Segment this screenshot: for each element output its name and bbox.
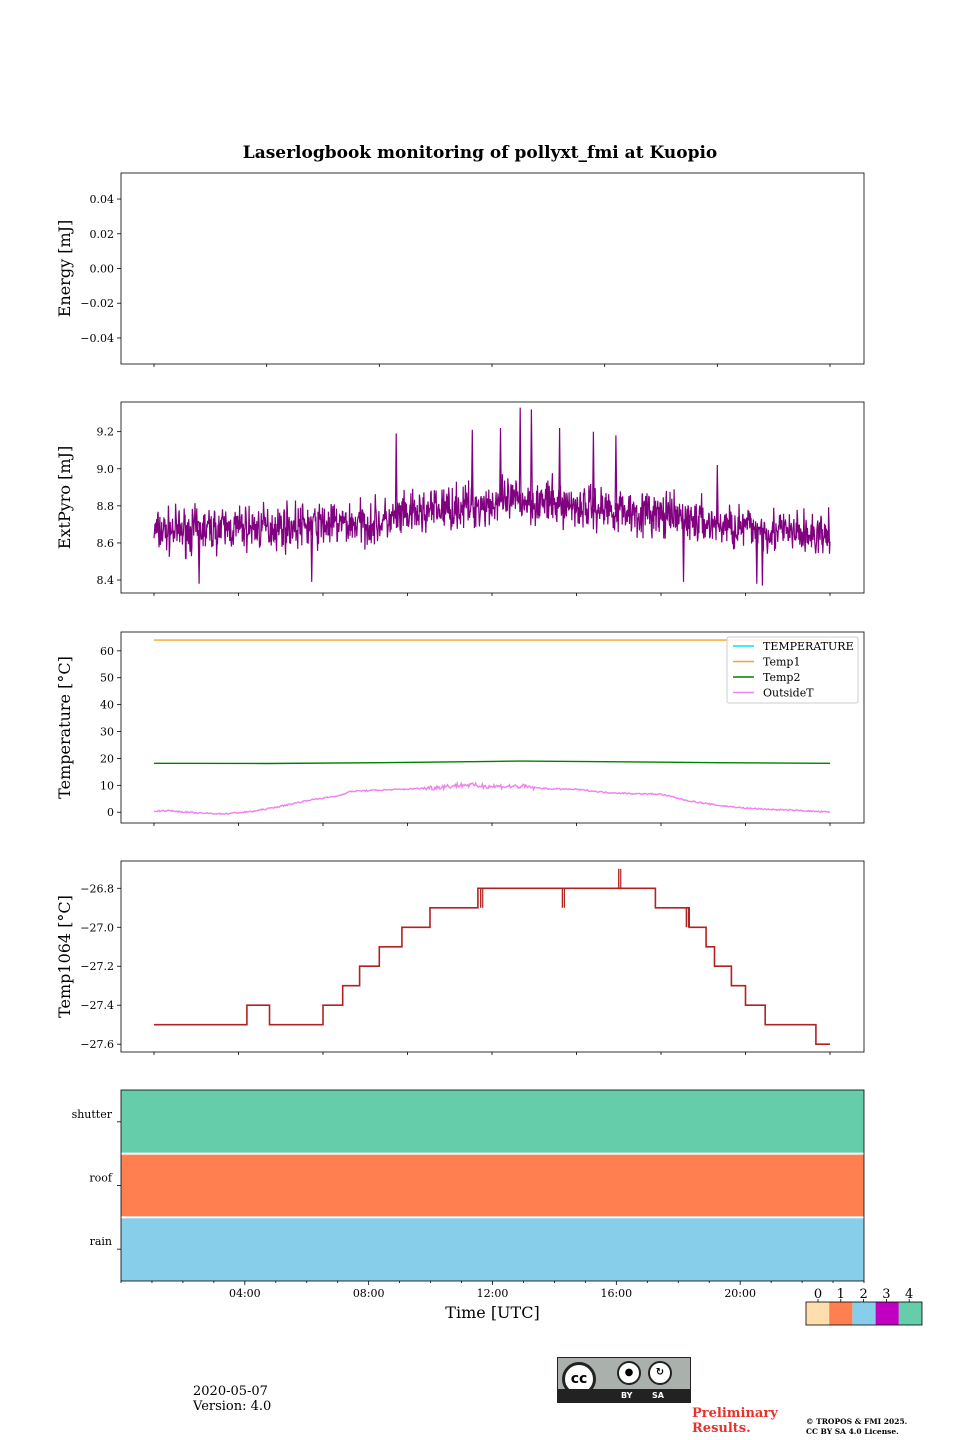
cc-by-label: BY [621,1391,633,1400]
preliminary-label-line2: Results. [692,1421,751,1436]
temp1064-ylabel: Temp1064 [°C] [55,895,74,1018]
temperature-ytick-label: 10 [100,779,114,792]
status-row-label-shutter: shutter [72,1108,113,1121]
status-row-label-rain: rain [90,1235,112,1248]
energy-ytick-label: 0.02 [90,228,115,241]
colorbar-swatch-3 [875,1302,899,1325]
temp1064-ytick-label: −27.4 [80,999,114,1012]
temp1064-ytick-label: −26.8 [80,882,114,895]
footer-version: Version: 4.0 [193,1399,272,1414]
colorbar-swatch-2 [852,1302,876,1325]
cc-sa-icon: ↻ [648,1361,672,1385]
temperature-ytick-label: 40 [100,699,114,712]
colorbar-swatch-0 [806,1302,830,1325]
colorbar-label-2: 2 [859,1287,867,1302]
colorbar-swatch-4 [898,1302,922,1325]
status-row-label-roof: roof [89,1172,113,1185]
cc-by-icon: ● [617,1361,641,1385]
temp1064-ytick-label: −27.0 [80,921,114,934]
cc-sa-label: SA [652,1391,664,1400]
x-axis-label: Time [UTC] [445,1303,539,1322]
panel-temp1064: −26.8 −27.0 −27.2 −27.4 −27.6 Temp1064 [°C] [55,860,865,1055]
extpyro-ylabel: ExtPyro [mJ] [55,446,74,549]
extpyro-ytick-label: 9.2 [97,426,115,439]
legend-label-temperature: TEMPERATURE [763,640,854,653]
temp1064-ytick-label: −27.2 [80,960,114,973]
panel-status: shutter roof rain 04:00 08:00 12:00 16:00 20:00… [72,1089,923,1326]
legend-label-temp2: Temp2 [763,671,800,684]
status-band-shutter [121,1090,864,1153]
temperature-ytick-label: 0 [107,806,114,819]
temperature-ytick-label: 60 [100,645,114,658]
status-xtick-label: 12:00 [477,1287,509,1300]
series-temp1064 [154,887,830,1045]
colorbar-swatch-1 [829,1302,853,1325]
temperature-ytick-label: 20 [100,752,114,765]
figure-title: Laserlogbook monitoring of pollyxt_fmi a… [243,143,718,163]
legend-label-temp1: Temp1 [763,656,800,669]
series-outsidet [153,780,831,816]
copyright-line2: CC BY SA 4.0 License. [806,1427,899,1436]
extpyro-axes-frame [120,401,865,594]
temperature-ytick-label: 50 [100,672,114,685]
extpyro-ytick-label: 9.0 [97,463,115,476]
energy-ytick-label: 0.00 [90,263,115,276]
temperature-ylabel: Temperature [°C] [55,656,74,799]
energy-ylabel: Energy [mJ] [55,220,74,318]
colorbar-label-4: 4 [905,1287,913,1302]
status-band-roof [121,1154,864,1217]
extpyro-ytick-label: 8.6 [97,537,115,550]
energy-ytick-label: −0.04 [80,332,114,345]
temp1064-ytick-label: −27.6 [80,1038,114,1051]
energy-ytick-label: 0.04 [90,193,115,206]
energy-axes-frame [120,172,865,365]
legend-label-outsidet: OutsideT [763,687,814,700]
colorbar-label-3: 3 [882,1287,890,1302]
status-xtick-label: 04:00 [229,1287,261,1300]
panel-extpyro: 9.2 9.0 8.8 8.6 8.4 ExtPyro [mJ] [55,401,865,596]
temp1064-axes-frame [120,860,865,1053]
colorbar-label-0: 0 [814,1287,822,1302]
extpyro-ytick-label: 8.8 [97,500,115,513]
preliminary-label-line1: Preliminary [692,1406,778,1421]
panel-temperature: 60 50 40 30 20 10 0 Temperature [°C] TEMPERATURE… [55,631,865,826]
panel-energy: 0.04 0.02 0.00 −0.02 −0.04 Energy [mJ] [55,172,865,367]
energy-ytick-label: −0.02 [80,297,114,310]
status-band-rain [121,1218,864,1281]
copyright-line1: © TROPOS & FMI 2025. [806,1417,908,1426]
colorbar-label-1: 1 [837,1287,845,1302]
footer-date: 2020-05-07 [193,1384,268,1399]
legend-box [726,636,859,704]
series-extpyro [153,407,831,586]
status-xtick-label: 08:00 [353,1287,385,1300]
colorbar-frame [805,1301,923,1326]
extpyro-ytick-label: 8.4 [97,574,115,587]
temperature-axes-frame [120,631,865,824]
status-xtick-label: 16:00 [600,1287,632,1300]
series-temp2 [153,760,831,765]
status-xtick-label: 20:00 [724,1287,756,1300]
cc-license-badge: cc ● ↻ BY SA [557,1357,691,1403]
temperature-ytick-label: 30 [100,726,114,739]
